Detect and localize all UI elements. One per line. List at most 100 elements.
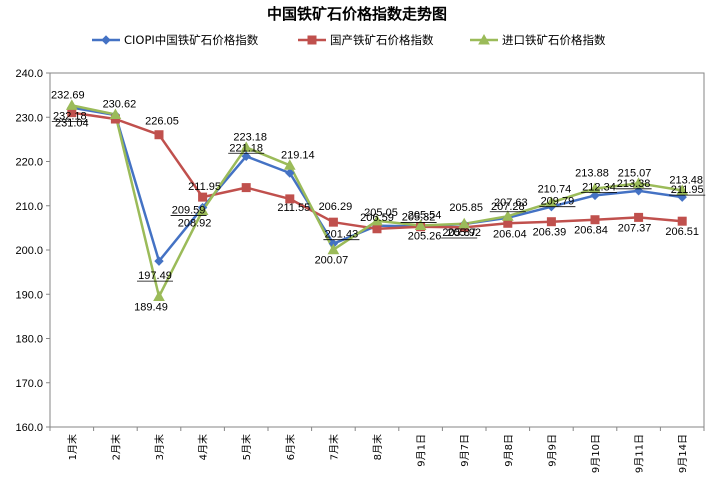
y-tick-label: 210.0 — [15, 201, 43, 213]
data-label-imported: 230.62 — [103, 99, 137, 111]
data-label-ciopi: 209.59 — [172, 205, 206, 217]
data-label-ciopi: 232.18 — [53, 111, 87, 123]
data-label-ciopi: 209.79 — [541, 196, 575, 208]
data-point-imported — [458, 217, 471, 229]
chart-title: 中国铁矿石价格指数走势图 — [266, 5, 447, 23]
data-point-imported — [501, 210, 514, 221]
data-label-imported: 213.48 — [669, 174, 703, 186]
data-point-imported — [327, 243, 340, 255]
data-label-imported: 223.18 — [233, 131, 267, 143]
data-label-ciopi: 213.38 — [617, 178, 651, 190]
data-label-imported: 213.88 — [575, 168, 609, 180]
data-label-domestic: 207.37 — [618, 222, 652, 234]
data-label-ciopi: 205.87 — [442, 227, 476, 239]
x-tick-label: 3月末 — [153, 434, 166, 460]
data-label-domestic: 206.39 — [533, 227, 567, 239]
data-label-ciopi: 211.95 — [671, 184, 704, 196]
data-point-domestic — [677, 216, 687, 226]
x-tick-label: 2月末 — [109, 434, 122, 460]
x-tick-label: 9月7日 — [459, 434, 471, 467]
y-tick-label: 230.0 — [15, 112, 43, 124]
data-label-ciopi: 207.28 — [491, 201, 525, 213]
data-label-imported: 189.49 — [134, 302, 168, 314]
data-label-domestic: 211.95 — [188, 181, 221, 193]
data-point-domestic — [546, 217, 556, 227]
data-point-ciopi — [285, 168, 295, 178]
data-label-imported: 208.92 — [178, 218, 212, 230]
x-tick-label: 9月1日 — [416, 434, 428, 467]
data-label-imported: 206.59 — [360, 212, 394, 224]
x-tick-label: 9月8日 — [503, 434, 515, 467]
x-tick-label: 9月14日 — [677, 434, 689, 473]
data-label-imported: 200.07 — [315, 255, 349, 267]
data-label-domestic: 206.29 — [319, 201, 353, 213]
data-point-ciopi — [590, 190, 600, 201]
data-point-domestic — [198, 192, 208, 202]
data-point-imported — [283, 159, 296, 170]
data-point-domestic — [372, 224, 382, 234]
x-tick-label: 9月11日 — [634, 434, 646, 473]
data-label-imported: 232.69 — [51, 89, 85, 101]
data-point-imported — [153, 290, 165, 302]
data-point-domestic — [590, 215, 600, 225]
legend-marker-domestic — [307, 35, 317, 45]
data-label-domestic: 205.26 — [408, 231, 442, 243]
x-tick-label: 7月末 — [327, 434, 340, 460]
y-tick-label: 160.0 — [15, 422, 43, 434]
data-label-ciopi: 201.43 — [325, 229, 359, 241]
data-label-domestic: 206.04 — [493, 228, 527, 240]
x-tick-label: 1月末 — [66, 434, 79, 460]
x-tick-label: 9月9日 — [546, 434, 558, 467]
x-tick-label: 5月末 — [240, 434, 253, 460]
data-point-ciopi — [241, 151, 251, 161]
data-label-imported: 207.63 — [494, 197, 528, 209]
y-tick-label: 170.0 — [15, 378, 43, 390]
legend-label-domestic: 国产铁矿石价格指数 — [330, 33, 434, 47]
y-tick-label: 190.0 — [15, 289, 43, 301]
x-tick-label: 6月末 — [284, 434, 297, 460]
legend-marker-ciopi — [101, 35, 111, 45]
data-label-imported: 210.74 — [538, 183, 572, 195]
legend-label-ciopi: CIOPI中国铁矿石价格指数 — [124, 33, 259, 47]
data-label-domestic: 206.51 — [665, 226, 699, 238]
data-point-ciopi — [154, 256, 164, 266]
data-point-ciopi — [677, 192, 687, 202]
y-tick-label: 240.0 — [15, 68, 43, 80]
data-point-imported — [676, 184, 689, 195]
data-label-extra: 205.05 — [364, 207, 398, 219]
y-tick-label: 200.0 — [15, 245, 43, 257]
data-point-domestic — [154, 130, 164, 140]
data-label-domestic: 231.04 — [55, 118, 89, 130]
x-tick-label: 8月末 — [371, 434, 384, 460]
data-point-domestic — [285, 194, 295, 204]
data-label-ciopi: 205.32 — [402, 211, 436, 223]
data-point-domestic — [241, 183, 251, 193]
data-point-imported — [196, 204, 209, 216]
data-label-domestic: 206.84 — [574, 225, 608, 237]
data-point-imported — [414, 219, 427, 230]
x-tick-label: 4月末 — [197, 434, 210, 460]
y-tick-label: 180.0 — [15, 334, 43, 346]
y-tick-label: 220.0 — [15, 157, 43, 169]
data-label-imported: 215.07 — [618, 167, 652, 179]
data-point-imported — [371, 214, 383, 226]
data-point-domestic — [328, 217, 338, 227]
data-label-domestic: 211.55 — [277, 202, 310, 214]
data-label-domestic: 226.05 — [145, 116, 179, 128]
data-point-domestic — [634, 212, 644, 222]
data-label-ciopi: 197.49 — [138, 270, 172, 282]
data-point-imported — [109, 108, 122, 120]
legend-marker-imported — [478, 33, 490, 45]
data-point-imported — [65, 99, 78, 110]
data-label-imported: 219.14 — [281, 149, 315, 161]
data-label-extra: 205.85 — [449, 202, 483, 214]
data-point-imported — [240, 141, 253, 152]
data-label-imported: 205.92 — [447, 227, 481, 239]
data-label-imported: 205.54 — [408, 209, 442, 221]
data-label-ciopi: 212.34 — [582, 181, 616, 193]
data-label-ciopi: 221.18 — [229, 142, 263, 154]
data-point-imported — [632, 177, 645, 188]
legend-label-imported: 进口铁矿石价格指数 — [502, 33, 606, 47]
